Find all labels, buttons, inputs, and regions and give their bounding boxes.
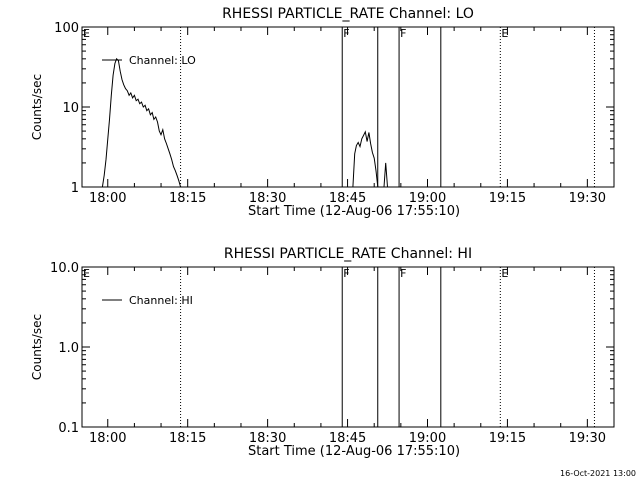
event-marker-label: E: [83, 27, 90, 40]
y-tick-label: 1: [71, 181, 79, 196]
timestamp-footer: 16-Oct-2021 13:00: [560, 469, 636, 478]
x-tick-label: 19:15: [489, 191, 526, 206]
y-tick-label: 100: [54, 21, 79, 36]
event-marker-label: E: [83, 267, 90, 280]
y-axis-label: Counts/sec: [30, 314, 44, 380]
x-tick-label: 18:15: [169, 431, 206, 446]
x-axis-label: Start Time (12-Aug-06 17:55:10): [248, 444, 460, 459]
plot-frame: [81, 26, 615, 188]
x-tick-label: 18:30: [249, 191, 286, 206]
event-marker-label: F: [400, 267, 406, 280]
event-marker-label: E: [501, 27, 508, 40]
legend-label: Channel: LO: [129, 54, 196, 67]
x-tick-label: 19:30: [569, 431, 606, 446]
x-tick-label: 18:45: [329, 191, 366, 206]
event-marker-label: F: [400, 27, 406, 40]
x-tick-label: 19:00: [409, 191, 446, 206]
series-line: [101, 57, 182, 188]
plot-frame: [81, 266, 615, 428]
y-axis-label: Counts/sec: [30, 74, 44, 140]
event-marker-label: F: [343, 267, 349, 280]
x-tick-label: 18:45: [329, 431, 366, 446]
x-tick-label: 18:00: [89, 431, 126, 446]
y-tick-label: 0.1: [58, 421, 79, 436]
x-axis-label: Start Time (12-Aug-06 17:55:10): [248, 204, 460, 219]
series-line: [383, 162, 388, 188]
y-tick-label: 10.0: [50, 261, 79, 276]
event-marker-label: F: [343, 27, 349, 40]
x-tick-label: 19:30: [569, 191, 606, 206]
x-tick-label: 18:00: [89, 191, 126, 206]
y-tick-label: 1.0: [58, 341, 79, 356]
chart-title: RHESSI PARTICLE_RATE Channel: HI: [224, 246, 472, 262]
chart-title: RHESSI PARTICLE_RATE Channel: LO: [222, 6, 474, 22]
event-marker-label: E: [501, 267, 508, 280]
x-tick-label: 18:15: [169, 191, 206, 206]
series-line: [352, 130, 379, 188]
legend-label: Channel: HI: [129, 294, 193, 307]
x-tick-label: 19:00: [409, 431, 446, 446]
x-tick-label: 19:15: [489, 431, 526, 446]
x-tick-label: 18:30: [249, 431, 286, 446]
y-tick-label: 10: [62, 101, 79, 116]
